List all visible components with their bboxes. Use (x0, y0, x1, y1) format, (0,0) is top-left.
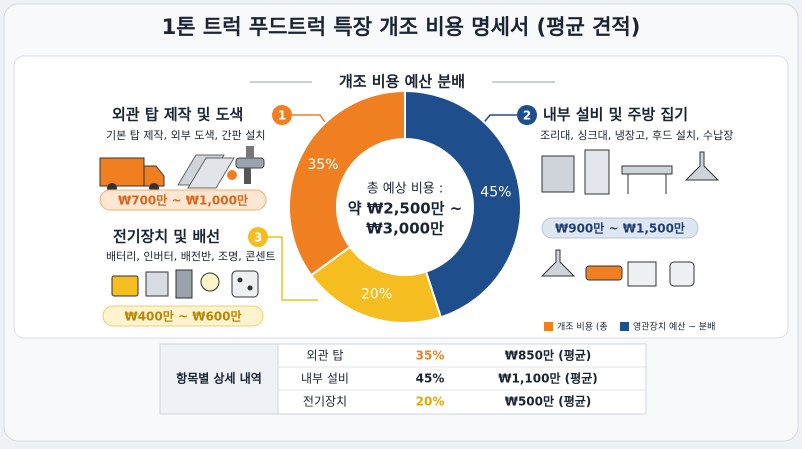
callout-title: 전기장치 및 배선 (113, 228, 220, 246)
value-label: 35% (307, 157, 338, 173)
spray-icon (227, 146, 265, 184)
price-pill (102, 305, 264, 327)
center-text: 총 예상 비용 : (367, 182, 444, 197)
table-cell: 외관 탑 (307, 349, 344, 363)
callout-items: 기본 탑 제작, 외부 도색, 간판 설치 (106, 129, 266, 142)
value-label: 45% (480, 185, 511, 201)
legend-swatch (620, 322, 629, 331)
table-cell: ₩850만 (평균) (505, 348, 592, 363)
kitchen-icons (541, 149, 720, 195)
price: ₩700만 ~ ₩1,000만 (118, 193, 248, 208)
badge-number: 1 (278, 109, 286, 123)
badge (517, 105, 537, 125)
connector (268, 236, 318, 301)
table-cell: 45% (416, 372, 445, 386)
table-header: 항목별 상세 내역 (176, 371, 262, 386)
donut-segment (404, 89, 522, 319)
price: ₩900만 ~ ₩1,500만 (555, 221, 685, 236)
table-cell: 내부 설비 (301, 372, 349, 386)
callout-title: 외관 탑 제작 및 도색 (112, 106, 243, 124)
center-text: ₩3,000만 (366, 220, 444, 238)
badge (248, 227, 268, 247)
table-cell: 전기장치 (303, 395, 347, 409)
page-title: 1톤 트럭 푸드트럭 특장 개조 비용 명세서 (평균 견적) (162, 15, 641, 39)
panel-icon (177, 154, 235, 189)
badge (272, 105, 292, 125)
value-label: 20% (361, 286, 392, 302)
table-cell: 20% (416, 395, 445, 409)
equipment-icons (540, 249, 695, 287)
chart-title: 개조 비용 예산 분배 (339, 73, 465, 91)
table-cell: ₩500만 (평균) (505, 394, 592, 409)
table-cell: ₩1,100만 (평균) (498, 371, 597, 386)
badge-number: 2 (523, 109, 531, 123)
callout-items: 배터리, 인버터, 배전반, 조명, 콘센트 (106, 250, 276, 263)
price-pill (541, 217, 699, 239)
badge-number: 3 (254, 231, 262, 245)
table-header-cell (159, 343, 279, 415)
table-rows: 외관 탑 35% ₩850만 (평균) 내부 설비 45% ₩1,100만 (평균) 전기장… (301, 348, 598, 409)
price-pill (99, 189, 267, 211)
legend-swatch (544, 322, 553, 331)
callout-items: 조리대, 싱크대, 냉장고, 후드 설치, 수납장 (540, 129, 733, 142)
donut-segment (288, 89, 406, 277)
price: ₩400만 ~ ₩600만 (124, 309, 241, 324)
callout-title: 내부 설비 및 주방 집기 (543, 106, 688, 124)
legend-label: 개조 비용 (총 (557, 322, 608, 333)
center-text: 약 ₩2,500만 ~ (348, 200, 463, 218)
donut: 45% 20% 35% 총 예상 비용 : 약 ₩2,500만 ~ ₩3,000만 (288, 89, 522, 324)
electric-icons (111, 269, 259, 299)
legend-label: 영관장치 예산 ~ 분배 (633, 321, 715, 333)
table-cell: 35% (416, 349, 445, 363)
truck-icon (99, 157, 165, 193)
